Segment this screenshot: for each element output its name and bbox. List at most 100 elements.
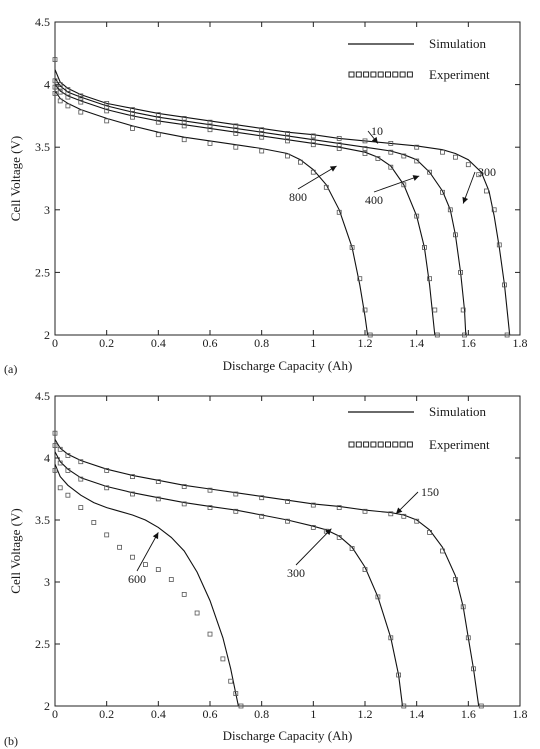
experiment-point xyxy=(233,130,239,136)
experiment-point xyxy=(502,282,507,288)
y-tick-label: 4 xyxy=(44,451,50,465)
curve-label-arrow xyxy=(295,528,332,566)
simulation-line-300 xyxy=(54,77,467,336)
experiment-point xyxy=(375,594,381,600)
experiment-point xyxy=(349,546,355,551)
curve-label: 800 xyxy=(289,190,307,204)
y-tick-label: 2.5 xyxy=(35,265,50,279)
experiment-point xyxy=(233,691,239,696)
experiment-point xyxy=(155,132,161,138)
experiment-point xyxy=(155,479,161,485)
experiment-point xyxy=(452,154,458,160)
experiment-point xyxy=(336,209,342,215)
x-tick-label: 0.4 xyxy=(151,707,166,721)
curve-label: 300 xyxy=(478,165,496,179)
experiment-point xyxy=(130,491,135,497)
experiment-point xyxy=(427,169,433,175)
experiment-point xyxy=(65,453,71,458)
experiment-point xyxy=(194,610,200,616)
simulation-line-150 xyxy=(54,439,480,707)
series-800: 800 xyxy=(52,90,373,338)
legend-marker-swatch xyxy=(385,441,391,448)
experiment-point xyxy=(65,467,71,473)
experiment-point xyxy=(91,520,97,525)
experiment-point xyxy=(130,114,135,120)
curve-label-arrowhead xyxy=(152,532,159,540)
experiment-point xyxy=(220,656,226,662)
legend-marker-swatch xyxy=(377,441,384,448)
experiment-point xyxy=(414,158,420,164)
legend-marker-swatch xyxy=(399,441,406,448)
experiment-point xyxy=(57,460,63,466)
experiment-point xyxy=(427,276,433,282)
experiment-point xyxy=(310,169,316,175)
experiment-point xyxy=(104,485,110,491)
experiment-point xyxy=(452,232,458,238)
experiment-point xyxy=(52,91,58,96)
legend: Simulation Experiment xyxy=(348,36,490,82)
experiment-point xyxy=(388,149,394,155)
experiment-point xyxy=(323,184,329,190)
experiment-point xyxy=(465,162,471,168)
experiment-point xyxy=(336,135,342,141)
experiment-point xyxy=(233,491,239,497)
experiment-point xyxy=(57,446,63,452)
legend-marker-swatch xyxy=(355,441,362,448)
x-tick-label: 1 xyxy=(310,336,316,350)
experiment-point xyxy=(155,567,161,572)
experiment-point xyxy=(297,159,303,165)
series-150: 150 xyxy=(52,430,484,709)
legend-marker-swatch xyxy=(392,441,399,448)
experiment-point xyxy=(285,498,290,504)
x-tick-label: 1.8 xyxy=(513,707,528,721)
simulation-line-400 xyxy=(54,84,436,336)
experiment-point xyxy=(491,207,497,213)
experiment-point xyxy=(52,78,58,84)
experiment-point xyxy=(362,138,368,144)
experiment-point xyxy=(388,140,394,146)
experiment-point xyxy=(452,577,458,582)
x-tick-label: 0.8 xyxy=(254,336,269,350)
x-tick-label: 1.2 xyxy=(358,707,373,721)
experiment-point xyxy=(78,99,84,105)
experiment-point xyxy=(462,332,467,338)
experiment-point xyxy=(401,703,407,709)
experiment-point xyxy=(427,530,433,535)
experiment-point xyxy=(181,123,187,129)
experiment-point xyxy=(401,153,407,159)
series-600: 600 xyxy=(52,463,244,709)
x-tick-label: 0.2 xyxy=(99,336,114,350)
experiment-point xyxy=(155,496,161,502)
x-tick-label: 0.6 xyxy=(203,336,218,350)
y-axis-label: Cell Voltage (V) xyxy=(8,136,23,221)
legend-marker-swatch xyxy=(399,71,406,78)
curve-label-arrowhead xyxy=(396,507,403,514)
curve-label-arrowhead xyxy=(329,165,337,172)
x-tick-label: 1.6 xyxy=(461,336,476,350)
experiment-point xyxy=(440,149,445,155)
experiment-point xyxy=(65,103,71,109)
experiment-point xyxy=(478,703,484,709)
experiment-point xyxy=(336,505,342,511)
x-tick-label: 1.2 xyxy=(358,336,373,350)
legend-marker-swatch xyxy=(406,441,413,448)
legend-marker-swatch xyxy=(370,441,377,448)
experiment-point xyxy=(465,635,471,641)
experiment-point xyxy=(117,544,122,550)
experiment-point xyxy=(233,144,239,150)
experiment-point xyxy=(52,84,58,90)
experiment-point xyxy=(65,94,71,100)
legend-label-experiment: Experiment xyxy=(429,67,490,82)
experiment-point xyxy=(181,592,187,597)
curve-label-arrow xyxy=(373,175,420,193)
experiment-point xyxy=(476,172,482,178)
curve-label-arrowhead xyxy=(462,196,469,204)
experiment-point xyxy=(52,467,58,473)
curve-label: 400 xyxy=(365,193,383,207)
experiment-point xyxy=(362,307,368,313)
experiment-point xyxy=(349,244,355,250)
experiment-point xyxy=(421,244,427,250)
x-tick-label: 0.2 xyxy=(99,707,114,721)
experiment-point xyxy=(207,631,213,637)
experiment-point xyxy=(52,430,58,436)
